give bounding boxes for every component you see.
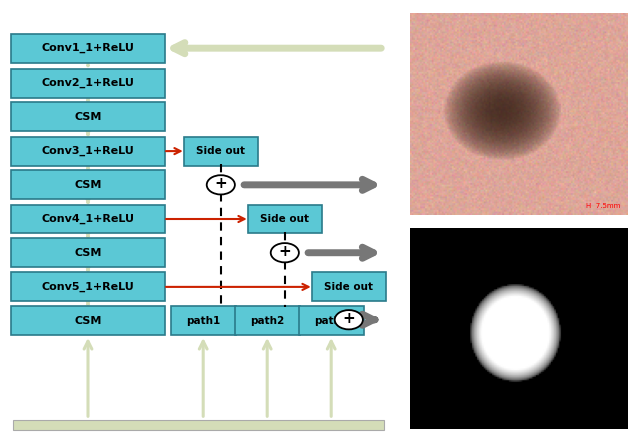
FancyBboxPatch shape xyxy=(11,205,165,233)
Text: CSM: CSM xyxy=(74,180,102,190)
Text: CSM: CSM xyxy=(74,316,102,325)
FancyBboxPatch shape xyxy=(184,137,258,166)
Text: +: + xyxy=(342,311,355,326)
Text: +: + xyxy=(278,244,291,259)
Text: Conv3_1+ReLU: Conv3_1+ReLU xyxy=(42,146,134,156)
Text: Conv5_1+ReLU: Conv5_1+ReLU xyxy=(42,282,134,292)
Circle shape xyxy=(271,243,299,262)
Text: Conv4_1+ReLU: Conv4_1+ReLU xyxy=(42,214,134,224)
Text: Side out: Side out xyxy=(324,282,373,292)
Text: CSM: CSM xyxy=(74,248,102,258)
FancyBboxPatch shape xyxy=(11,238,165,267)
Circle shape xyxy=(207,175,235,194)
Text: path1: path1 xyxy=(186,316,220,325)
Text: Conv2_1+ReLU: Conv2_1+ReLU xyxy=(42,78,134,88)
Text: H  7.5mm: H 7.5mm xyxy=(586,203,621,208)
FancyBboxPatch shape xyxy=(13,420,384,430)
FancyBboxPatch shape xyxy=(11,69,165,98)
Text: Side out: Side out xyxy=(196,146,245,156)
Text: Side out: Side out xyxy=(260,214,309,224)
FancyBboxPatch shape xyxy=(11,137,165,166)
FancyBboxPatch shape xyxy=(11,306,165,335)
Text: path3: path3 xyxy=(314,316,348,325)
Circle shape xyxy=(335,310,363,329)
FancyBboxPatch shape xyxy=(11,34,165,63)
FancyBboxPatch shape xyxy=(312,272,386,301)
Text: Conv1_1+ReLU: Conv1_1+ReLU xyxy=(42,43,134,53)
FancyBboxPatch shape xyxy=(11,272,165,301)
FancyBboxPatch shape xyxy=(248,205,322,233)
FancyBboxPatch shape xyxy=(171,306,236,335)
FancyBboxPatch shape xyxy=(299,306,364,335)
FancyBboxPatch shape xyxy=(235,306,300,335)
FancyBboxPatch shape xyxy=(11,102,165,131)
Text: path2: path2 xyxy=(250,316,284,325)
Text: CSM: CSM xyxy=(74,112,102,122)
Text: +: + xyxy=(214,176,227,191)
FancyBboxPatch shape xyxy=(11,170,165,199)
